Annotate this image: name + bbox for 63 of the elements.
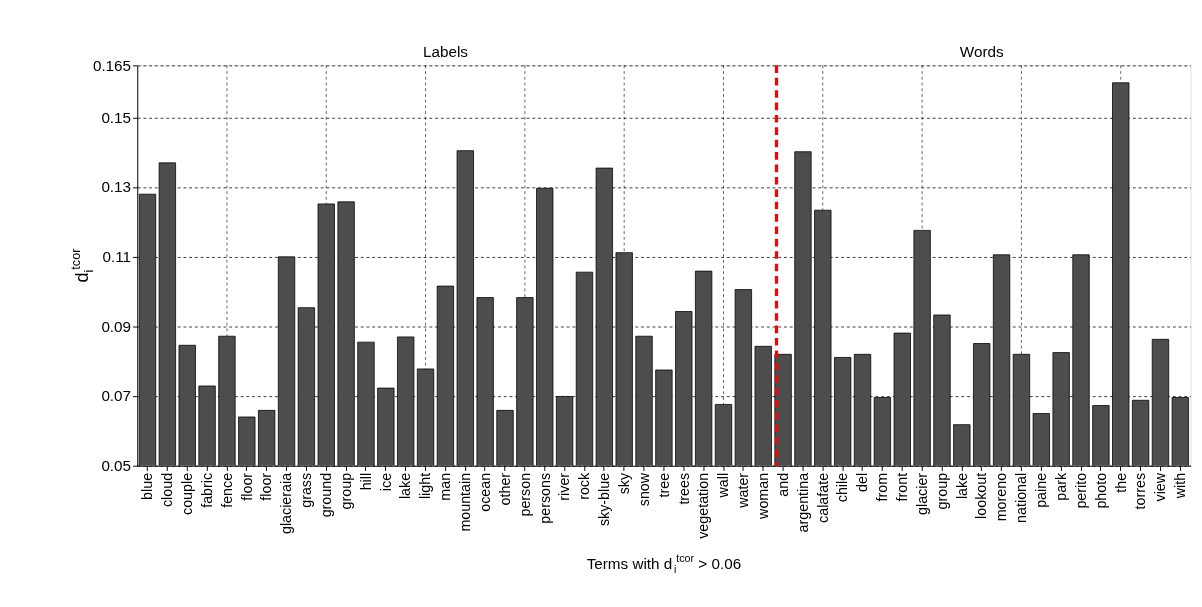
x-tick-label: ice xyxy=(377,472,394,492)
text: Words xyxy=(959,42,1004,60)
x-tick-label: cloud xyxy=(159,472,176,508)
x-tick-label: woman xyxy=(754,472,771,520)
x-tick-label: calafate xyxy=(814,472,831,523)
x-tick-label: persons xyxy=(536,472,553,524)
x-tick-label: other xyxy=(496,472,513,506)
x-tick-label: vegetation xyxy=(695,472,712,539)
x-tick-label: national xyxy=(1013,472,1030,523)
x-tick-label: man xyxy=(437,472,454,501)
x-tick-label: grass xyxy=(298,472,315,508)
x-tick-label: ground xyxy=(318,472,335,518)
x-tick-label: sky xyxy=(615,472,632,495)
x-tick-label: wall xyxy=(715,472,732,499)
x-tick-label: glacier xyxy=(913,472,930,515)
x-tick-label: lookout xyxy=(973,472,990,519)
x-tick-label: rock xyxy=(576,472,593,500)
y-axis-title: ditcor xyxy=(68,248,97,283)
x-tick-label: front xyxy=(894,472,911,502)
x-tick-label: water xyxy=(735,472,752,509)
x-tick-label: lake xyxy=(397,472,414,500)
x-tick-label: view xyxy=(1152,472,1169,502)
x-tick-label: floor xyxy=(238,472,255,501)
x-tick-label: light xyxy=(417,472,434,500)
y-tick-label: 0.15 xyxy=(101,108,132,126)
x-tick-label: sky-blue xyxy=(596,472,613,527)
x-tick-label: river xyxy=(556,472,573,501)
x-tick-label: with xyxy=(1172,472,1189,500)
x-tick-label: group xyxy=(337,472,354,510)
x-tick-label: from xyxy=(874,472,891,502)
text: Labels xyxy=(422,42,469,60)
y-tick-label: 0.165 xyxy=(92,56,132,74)
x-tick-label: group xyxy=(933,472,950,510)
x-tick-label: moreno xyxy=(993,472,1010,522)
x-tick-label: mountain xyxy=(457,472,474,532)
x-tick-label: ocean xyxy=(476,472,493,512)
x-tick-label: floor xyxy=(258,472,275,501)
y-tick-label: 0.05 xyxy=(101,456,132,474)
x-tick-label: torres xyxy=(1132,472,1149,510)
x-tick-label: del xyxy=(854,472,871,492)
x-tick-label: and xyxy=(774,472,791,497)
x-tick-label: park xyxy=(1052,472,1069,501)
x-tick-label: glacieraia xyxy=(278,472,295,535)
x-tick-label: the xyxy=(1112,472,1129,493)
x-tick-label: perito xyxy=(1072,472,1089,509)
x-tick-label: tree xyxy=(655,472,672,498)
y-tick-label: 0.07 xyxy=(101,387,132,405)
x-tick-label: fabric xyxy=(198,472,215,508)
x-tick-label: person xyxy=(516,472,533,517)
x-tick-label: blue xyxy=(139,472,156,500)
x-tick-label: fence xyxy=(218,472,235,508)
x-tick-label: lake xyxy=(953,472,970,500)
y-tick-label: 0.13 xyxy=(101,178,132,196)
x-tick-label: couple xyxy=(178,472,195,515)
x-tick-label: chile xyxy=(834,472,851,503)
y-tick-label: 0.11 xyxy=(102,248,132,266)
y-tick-label: 0.09 xyxy=(101,317,132,335)
x-tick-label: snow xyxy=(635,472,652,507)
x-tick-label: hill xyxy=(357,472,374,491)
x-tick-label: argentina xyxy=(794,472,811,533)
x-tick-label: photo xyxy=(1092,472,1109,509)
x-tick-label: paine xyxy=(1033,472,1050,508)
x-tick-label: trees xyxy=(675,472,692,505)
